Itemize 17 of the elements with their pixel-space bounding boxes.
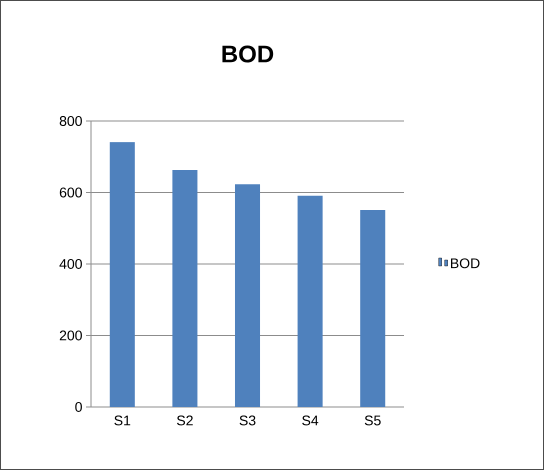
y-tick-label: 600 bbox=[60, 188, 82, 198]
legend-label: BOD bbox=[451, 258, 480, 268]
y-tick-label: 200 bbox=[60, 330, 82, 340]
bar bbox=[360, 210, 386, 407]
x-tick-label: S5 bbox=[364, 416, 381, 426]
x-tick-label: S1 bbox=[114, 416, 130, 426]
bar bbox=[234, 184, 260, 407]
bar bbox=[110, 142, 135, 407]
chart-title: BOD bbox=[222, 46, 274, 63]
bar bbox=[172, 170, 198, 407]
bar bbox=[298, 196, 323, 407]
y-tick-label: 400 bbox=[59, 259, 82, 269]
x-tick-label: S4 bbox=[302, 416, 318, 426]
y-tick-label: 0 bbox=[75, 402, 82, 412]
x-tick-label: S3 bbox=[240, 416, 256, 426]
x-tick-label: S2 bbox=[176, 416, 193, 426]
y-tick-label: 800 bbox=[60, 116, 82, 126]
